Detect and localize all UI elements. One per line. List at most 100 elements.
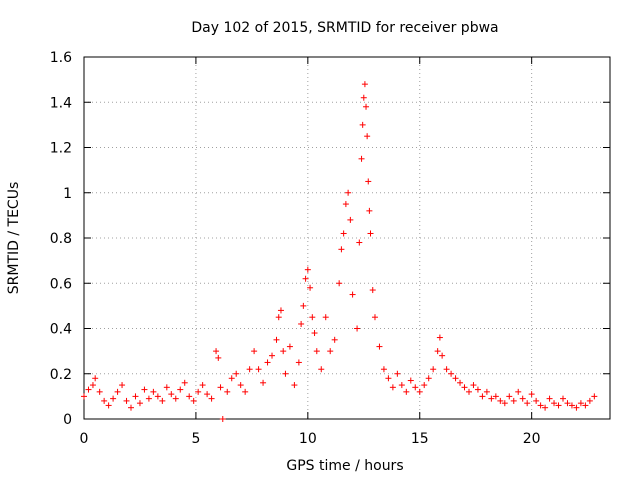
data-point-marker — [515, 388, 522, 395]
data-point-marker — [275, 314, 282, 321]
data-point-marker — [85, 386, 92, 393]
data-point-marker — [519, 395, 526, 402]
data-point-marker — [421, 382, 428, 389]
data-point-marker — [291, 382, 298, 389]
data-point-marker — [524, 400, 531, 407]
data-point-marker — [217, 384, 224, 391]
data-point-marker — [376, 343, 383, 350]
data-point-marker — [412, 384, 419, 391]
data-point-marker — [177, 386, 184, 393]
data-point-marker — [322, 314, 329, 321]
data-point-marker — [363, 103, 370, 110]
data-point-marker — [181, 379, 188, 386]
y-tick-label: 1.6 — [50, 50, 72, 66]
data-point-marker — [114, 388, 121, 395]
data-point-marker — [286, 343, 293, 350]
data-point-marker — [533, 397, 540, 404]
data-point-marker — [282, 370, 289, 377]
data-point-marker — [233, 370, 240, 377]
data-point-marker — [338, 246, 345, 253]
data-point-marker — [416, 388, 423, 395]
data-point-marker — [479, 393, 486, 400]
data-point-marker — [546, 395, 553, 402]
data-point-marker — [302, 275, 309, 282]
data-point-marker — [81, 393, 87, 400]
data-point-marker — [361, 81, 368, 88]
data-point-marker — [359, 121, 366, 128]
data-point-marker — [434, 348, 441, 355]
y-axis-label: SRMTID / TECUs — [6, 182, 22, 295]
data-point-marker — [488, 395, 495, 402]
data-point-marker — [242, 388, 249, 395]
data-point-marker — [246, 366, 253, 373]
data-point-marker — [237, 382, 244, 389]
data-point-marker — [260, 379, 267, 386]
x-tick-label: 0 — [80, 431, 89, 447]
data-point-marker — [369, 287, 376, 294]
data-point-marker — [89, 382, 96, 389]
data-point-marker — [542, 404, 549, 411]
data-point-marker — [380, 366, 387, 373]
data-point-marker — [311, 330, 318, 337]
data-point-marker — [110, 395, 117, 402]
data-point-marker — [119, 382, 126, 389]
data-point-marker — [345, 189, 352, 196]
data-point-marker — [452, 375, 459, 382]
data-point-marker — [313, 348, 320, 355]
data-point-marker — [318, 366, 325, 373]
y-tick-label: 1 — [63, 186, 72, 202]
data-point-marker — [304, 266, 311, 273]
data-point-marker — [349, 291, 356, 298]
data-point-marker — [528, 391, 535, 398]
data-point-marker — [204, 391, 211, 398]
data-point-marker — [389, 384, 396, 391]
data-point-marker — [215, 354, 222, 361]
y-tick-labels: 0 0.2 0.4 0.6 0.8 1 1.2 1.4 1.6 — [50, 50, 72, 428]
data-point-marker — [280, 348, 287, 355]
data-point-marker — [190, 397, 197, 404]
data-point-marker — [298, 320, 305, 327]
data-point-marker — [327, 348, 334, 355]
data-point-marker — [342, 201, 349, 208]
data-point-marker — [172, 395, 179, 402]
data-point-marker — [457, 379, 464, 386]
data-point-marker — [331, 336, 338, 343]
data-point-marker — [128, 404, 135, 411]
y-tick-label: 1.4 — [50, 95, 72, 111]
data-point-marker — [365, 178, 372, 185]
data-point-marker — [425, 375, 432, 382]
data-point-marker — [277, 307, 284, 314]
data-point-marker — [439, 352, 446, 359]
data-point-marker — [264, 359, 271, 366]
data-point-marker — [573, 404, 580, 411]
data-point-marker — [492, 393, 499, 400]
axis-ticks — [83, 56, 610, 420]
data-point-marker — [367, 230, 374, 237]
data-point-marker — [273, 336, 280, 343]
data-point-marker — [358, 155, 365, 162]
data-point-marker — [186, 393, 193, 400]
y-tick-label: 1.2 — [50, 141, 72, 157]
data-point-marker — [208, 395, 215, 402]
data-point-marker — [510, 397, 517, 404]
data-point-marker — [501, 400, 508, 407]
data-point-marker — [228, 375, 235, 382]
chart-title: Day 102 of 2015, SRMTID for receiver pbw… — [191, 20, 498, 36]
y-tick-label: 0.6 — [50, 276, 72, 292]
data-point-marker — [564, 400, 571, 407]
data-point-marker — [568, 402, 575, 409]
x-axis-label: GPS time / hours — [286, 458, 403, 474]
data-point-marker — [398, 382, 405, 389]
data-point-marker — [224, 388, 231, 395]
data-point-marker — [537, 402, 544, 409]
data-point-marker — [132, 393, 139, 400]
data-point-marker — [199, 382, 206, 389]
data-point-marker — [154, 393, 161, 400]
data-point-marker — [309, 314, 316, 321]
data-point-marker — [213, 348, 220, 355]
x-tick-label: 20 — [523, 431, 541, 447]
x-tick-labels: 0 5 10 15 20 — [80, 431, 541, 447]
data-point-marker — [497, 397, 504, 404]
data-point-marker — [465, 388, 472, 395]
data-point-marker — [360, 94, 367, 101]
